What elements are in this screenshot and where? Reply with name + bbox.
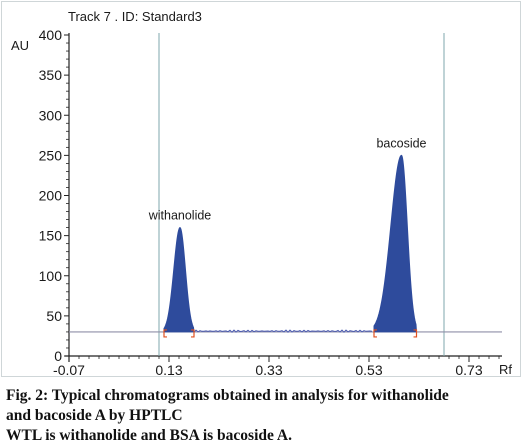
integration-mark (191, 329, 195, 338)
y-tick-label: 50 (46, 308, 62, 324)
integration-mark (163, 329, 167, 338)
integration-mark (413, 329, 418, 338)
peak-2 (373, 154, 418, 333)
caption-line-3: WTL is withanolide and BSA is bacoside A… (6, 427, 292, 444)
y-tick-label: 0 (54, 348, 62, 364)
x-axis-label: Rf (499, 362, 512, 377)
peak-label: withanolide (148, 209, 212, 223)
y-tick-label: 350 (39, 67, 63, 83)
x-tick-label: 0.53 (355, 362, 382, 378)
x-tick-label: 0.13 (155, 362, 182, 378)
chart-title: Track 7 . ID: Standard3 (68, 9, 202, 24)
y-tick-label: 250 (39, 147, 63, 163)
y-tick-label: 100 (39, 268, 63, 284)
caption-line-1: Fig. 2: Typical chromatograms obtained i… (6, 387, 449, 404)
x-tick-label: 0.33 (255, 362, 282, 378)
y-tick-label: 300 (39, 107, 63, 123)
figure-caption: Fig. 2: Typical chromatograms obtained i… (6, 386, 520, 446)
x-tick-label: 0.73 (455, 362, 482, 378)
plot-area: 0 50 100 150 200 250 300 350 400 -0.07 0.13 0.33 0.5… (39, 27, 502, 378)
caption-line-2: and bacoside A by HPTLC (6, 407, 183, 424)
y-tick-label: 400 (39, 27, 63, 43)
chromatogram-chart: Track 7 . ID: Standard3 AU Rf 0 50 100 150 2… (11, 9, 512, 378)
chromatogram-panel: Track 7 . ID: Standard3 AU Rf 0 50 100 150 2… (1, 1, 521, 378)
peak-label: bacoside (376, 136, 426, 150)
signal-trace (193, 329, 373, 333)
y-tick-label: 200 (39, 188, 63, 204)
peak-1 (163, 226, 195, 333)
y-axis-label: AU (11, 38, 29, 53)
x-tick-label: -0.07 (53, 362, 85, 378)
integration-mark (373, 329, 377, 338)
y-tick-label: 150 (39, 228, 63, 244)
